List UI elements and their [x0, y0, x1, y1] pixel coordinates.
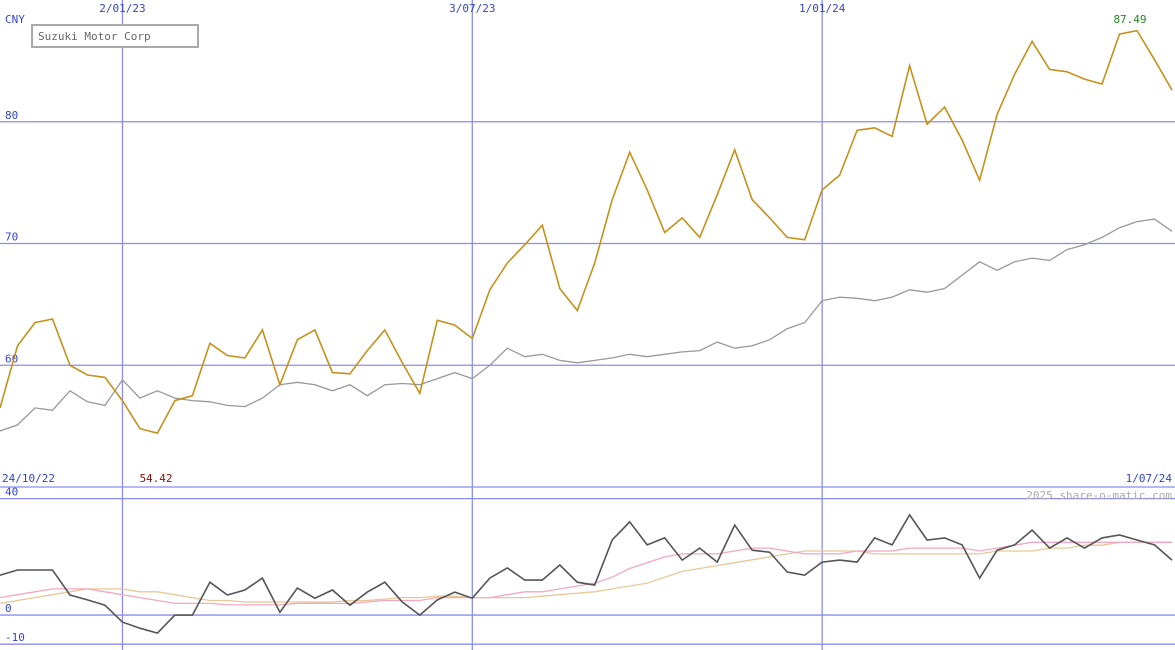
y-tick-label: 60	[5, 352, 18, 365]
chart-title: Suzuki Motor Corp	[38, 30, 151, 43]
y-tick-label: 40	[5, 486, 18, 499]
series-line	[0, 513, 1173, 634]
min-label: 54.42	[139, 472, 172, 485]
title-box	[31, 24, 199, 48]
series-line	[0, 29, 1173, 435]
y-tick-label: 80	[5, 109, 18, 122]
x-tick-label: 1/07/24	[1126, 472, 1173, 485]
series-line	[0, 218, 1173, 432]
source-label: 2025 share-o-matic.com	[1026, 489, 1172, 502]
y-tick-label: -10	[5, 631, 25, 644]
x-tick-label: 3/07/23	[449, 2, 495, 15]
y-tick-label: 0	[5, 602, 12, 615]
x-tick-label: 24/10/22	[2, 472, 55, 485]
x-tick-label: 1/01/24	[799, 2, 846, 15]
series-line	[0, 541, 1172, 606]
series-line	[0, 541, 1172, 605]
y-tick-label: 70	[5, 231, 18, 244]
y-axis-label: CNY	[5, 13, 25, 26]
max-label: 87.49	[1113, 13, 1146, 26]
x-tick-label: 2/01/23	[99, 2, 145, 15]
